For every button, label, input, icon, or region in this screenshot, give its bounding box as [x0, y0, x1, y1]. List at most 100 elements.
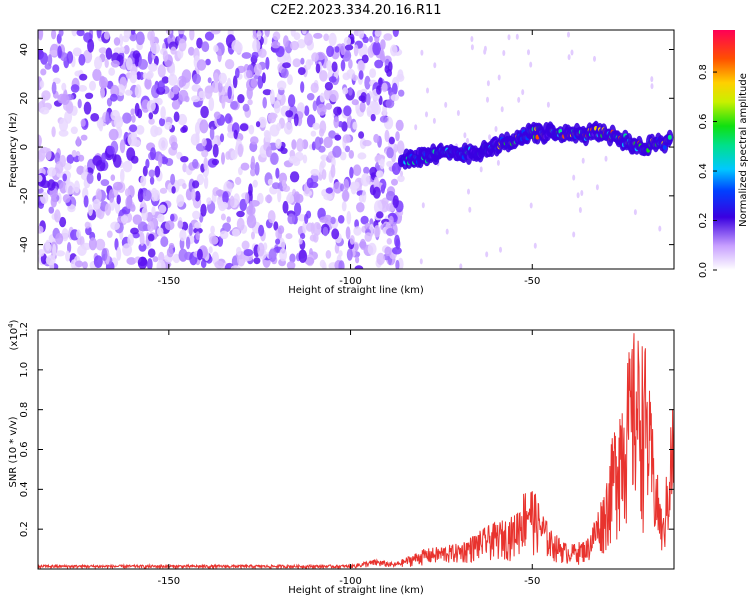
spectrogram-cell	[349, 166, 354, 179]
spectrogram-cell	[127, 133, 137, 147]
spectrogram-cell	[581, 157, 585, 164]
spectrogram-cell	[325, 250, 332, 259]
spectrogram-cell	[110, 174, 116, 181]
spectrogram-cell	[322, 261, 327, 269]
spectrogram-cell	[104, 203, 111, 216]
spectrogram-cell	[114, 238, 119, 251]
y-tick-label: 0.2	[19, 521, 30, 537]
spectrogram-cell	[250, 168, 256, 177]
spectrogram-cell	[376, 85, 382, 95]
spectrogram-cell	[76, 136, 81, 147]
spectrogram-cell	[386, 147, 394, 159]
spectrogram-cell	[199, 119, 209, 134]
spectrogram-cell	[352, 164, 362, 176]
spectrogram-cell	[316, 103, 327, 116]
spectrogram-cell	[62, 194, 71, 203]
snr-frame	[37, 329, 675, 570]
spectrogram-cell	[84, 221, 91, 229]
spectrogram-cell	[232, 75, 238, 89]
spectrogram-cell	[45, 148, 52, 161]
spectrogram-cell	[385, 99, 395, 109]
spectrogram-cell	[225, 151, 231, 160]
spectrogram-cell	[210, 225, 215, 234]
spectrogram-cell	[279, 248, 287, 262]
y-tick-label: -20	[19, 188, 30, 204]
spectrogram-cell	[246, 69, 253, 79]
spectrogram-cell	[221, 152, 225, 165]
spectrogram-cell	[42, 242, 52, 254]
spectrogram-cell	[276, 122, 282, 132]
spectrogram-cell	[48, 206, 55, 214]
spectrogram-cell	[240, 162, 250, 171]
spectrogram-cell	[373, 133, 380, 143]
spectrogram-cell	[147, 233, 155, 242]
spectrogram-cell	[456, 110, 460, 116]
spectrogram-cell	[98, 76, 109, 89]
spectrogram-cell	[370, 113, 376, 122]
y-tick-label: 40	[19, 43, 30, 56]
spectrogram-cell	[355, 256, 360, 264]
spectrogram-cell	[254, 162, 260, 176]
spectrogram-cell	[445, 228, 449, 235]
spectrogram-cell	[213, 111, 221, 120]
spectrogram-cell	[507, 34, 511, 41]
spectrogram-cell	[105, 47, 113, 60]
spectrogram-cell	[463, 132, 467, 139]
spectrogram-cell	[59, 181, 68, 194]
spectrogram-cell	[280, 68, 289, 79]
spectrogram-cell	[237, 143, 244, 158]
spectrogram-cell	[138, 243, 147, 252]
spectrogram-cell	[230, 149, 238, 160]
spectrogram-cell	[241, 240, 250, 250]
spectrogram-cell	[468, 206, 472, 213]
spectrogram-cell	[233, 129, 238, 140]
spectrogram-cell	[380, 184, 385, 194]
spectrogram-cell	[420, 49, 424, 56]
spectrogram-cell	[185, 236, 191, 250]
spectrogram-cell	[384, 129, 390, 143]
spectrogram-cell	[125, 57, 133, 71]
spectrogram-cell	[156, 227, 164, 236]
spectrogram-cell	[342, 134, 351, 144]
spectrogram-cell	[294, 202, 302, 217]
spectrogram-cell	[395, 119, 404, 131]
spectrogram-cell	[289, 171, 300, 183]
spectrogram-cell	[251, 231, 255, 240]
spectrogram-cell	[325, 102, 333, 110]
spectrogram-cell	[170, 213, 175, 222]
spectrogram-cell	[38, 30, 44, 41]
spectrogram-cell	[172, 84, 179, 95]
spectrogram-cell	[52, 64, 60, 73]
spectrogram-cell	[280, 147, 288, 154]
spectrogram-cell	[47, 167, 57, 177]
spectrogram-cell	[203, 157, 208, 171]
spectrogram-cell	[200, 259, 207, 269]
spectrogram-cell	[93, 255, 103, 268]
spectrogram-cell	[340, 183, 344, 192]
spectrogram-cell	[129, 124, 138, 133]
spectrogram-cell	[160, 156, 169, 165]
spectrogram-cell	[595, 184, 599, 191]
spectrogram-cell	[486, 80, 490, 87]
spectrogram-cell	[305, 59, 312, 70]
spectrogram-cell	[154, 126, 163, 136]
spectrogram-cell	[76, 229, 81, 239]
spectrogram-cell	[110, 60, 120, 68]
spectrogram-cell	[218, 72, 227, 84]
spectrogram-cell	[120, 168, 125, 183]
spectrogram-cell	[191, 188, 196, 202]
spectrogram-cell	[65, 250, 71, 262]
spectrogram-cell	[106, 230, 113, 238]
spectrogram-cell	[77, 245, 87, 256]
spectrogram-cell	[343, 105, 352, 117]
spectrogram-cell	[178, 248, 188, 262]
spectrogram-cell	[58, 30, 64, 37]
spectrogram-cell	[177, 30, 185, 35]
spectrogram-cell	[70, 84, 80, 93]
colorbar-ticks: 0.0 0.2 0.4 0.6 0.8	[698, 64, 717, 278]
y-tick-label: 0.8	[19, 402, 30, 418]
spectrogram-cell	[300, 81, 305, 93]
spectrogram-cell	[98, 120, 104, 132]
spectrogram-cell	[398, 89, 405, 97]
spectrogram-cell	[191, 84, 198, 92]
